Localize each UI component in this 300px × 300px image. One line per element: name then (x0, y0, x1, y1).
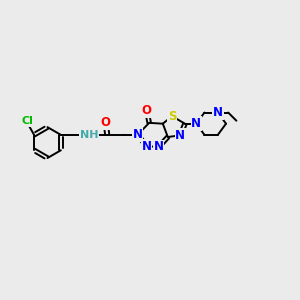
Text: Cl: Cl (22, 116, 34, 126)
Text: N: N (142, 140, 152, 153)
Text: NH: NH (80, 130, 98, 140)
Text: N: N (191, 117, 201, 130)
Text: N: N (175, 129, 185, 142)
Text: N: N (133, 128, 142, 141)
Text: O: O (142, 104, 152, 117)
Text: N: N (213, 106, 223, 119)
Text: O: O (101, 116, 111, 129)
Text: N: N (133, 128, 142, 141)
Text: S: S (168, 110, 176, 123)
Text: N: N (154, 140, 164, 154)
